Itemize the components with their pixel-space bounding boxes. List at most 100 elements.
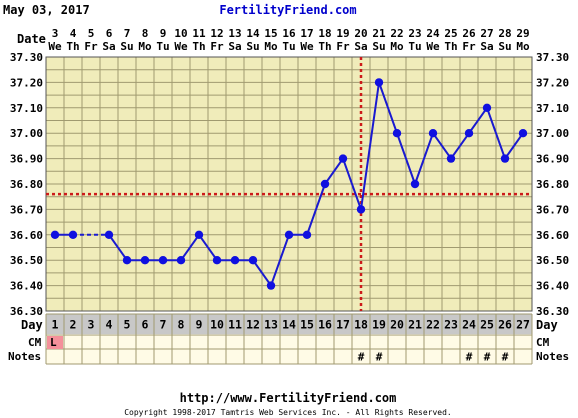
footer-url[interactable]: http://www.FertilityFriend.com [180,391,397,405]
weekday-label: Su [498,40,511,53]
date-tick-label: 14 [246,27,260,40]
date-tick-label: 22 [390,27,403,40]
temperature-line [396,132,416,185]
weekday-label: Fr [210,40,224,53]
cm-cell-highlight [47,336,63,349]
temperature-line [468,107,488,134]
weekday-label: Sa [228,40,241,53]
date-tick-label: 11 [192,27,206,40]
weekday-label: Th [66,40,79,53]
temperature-line [360,82,380,210]
weekday-label: Sa [354,40,367,53]
cm-value: L [50,336,57,349]
day-number: 2 [70,318,77,332]
temperature-line [198,234,218,261]
day-number: 10 [210,318,224,332]
reference-lines [46,57,532,311]
notes-row [46,349,532,364]
site-name: FertilityFriend.com [219,3,356,17]
day-number: 23 [444,318,458,332]
weekday-label: Fr [84,40,98,53]
day-number: 12 [246,318,260,332]
date-tick-label: 21 [372,27,386,40]
temperature-point [284,230,294,239]
day-number: 27 [516,318,530,332]
temperature-point [392,129,402,138]
temperature-point [230,256,240,265]
date-tick-label: 28 [498,27,511,40]
temperature-line [486,107,506,159]
day-number: 6 [142,318,149,332]
weekday-label: Fr [462,40,476,53]
temperature-point [428,129,438,138]
date-tick-label: 7 [124,27,131,40]
temperature-line [342,158,362,210]
date-tick-label: 3 [52,27,59,40]
note-marker: # [484,351,491,364]
y-tick-label-right: 36.70 [536,203,569,216]
weekday-label: Mo [390,40,404,53]
temperature-line [432,132,452,160]
temperature-line [270,234,290,286]
temperature-line [504,132,524,160]
temperature-point [338,154,348,163]
notes-row-label-right: Notes [536,350,569,363]
date-tick-label: 20 [354,27,367,40]
y-tick-label-left: 36.30 [10,305,43,318]
temperature-point [446,154,456,163]
weekday-label: Sa [480,40,493,53]
weekday-label: Th [318,40,331,53]
day-number: 7 [160,318,167,332]
day-row-label-right: Day [536,318,558,332]
day-row-label-left: Day [21,318,43,332]
chart-date: May 03, 2017 [3,3,90,17]
cm-row [46,335,532,349]
weekday-label: We [48,40,62,53]
date-tick-label: 15 [264,27,277,40]
date-tick-label: 8 [142,27,149,40]
y-tick-label-right: 37.10 [536,102,569,115]
day-number: 5 [124,318,131,332]
date-row-label: Date [17,32,46,46]
note-marker: # [376,351,383,364]
temperature-point [50,230,60,239]
day-number: 26 [498,318,512,332]
temperature-point [68,230,78,239]
weekday-label: We [174,40,188,53]
y-tick-label-left: 37.20 [10,76,43,89]
day-number: 8 [178,318,185,332]
temperature-line [414,132,434,185]
weekday-label: Th [192,40,205,53]
temperature-point [464,129,474,138]
y-tick-label-right: 36.30 [536,305,569,318]
temperature-point [356,205,366,214]
weekday-label: Mo [264,40,278,53]
weekday-label: Tu [408,40,421,53]
temperature-point [320,179,330,189]
weekday-label: Tu [282,40,295,53]
y-tick-label-right: 36.60 [536,229,569,242]
date-tick-label: 26 [462,27,476,40]
weekday-label: We [300,40,314,53]
y-tick-label-right: 37.20 [536,76,569,89]
day-number: 13 [264,318,278,332]
day-number: 15 [300,318,314,332]
note-marker: # [358,351,365,364]
weekday-label: Sa [102,40,115,53]
date-tick-label: 16 [282,27,296,40]
temperature-line [306,183,326,236]
weekday-label: Su [246,40,259,53]
date-tick-label: 5 [88,27,95,40]
date-tick-label: 4 [70,27,77,40]
y-tick-label-right: 37.00 [536,127,569,140]
y-tick-label-right: 36.50 [536,254,569,267]
temperature-point [266,281,276,290]
note-marker: # [502,351,509,364]
date-tick-label: 23 [408,27,421,40]
temperature-point [410,179,420,189]
temperature-point [158,256,168,265]
day-number: 18 [354,318,368,332]
cm-row-label-right: CM [536,336,550,349]
temperature-point [518,129,528,138]
y-tick-label-left: 36.60 [10,229,43,242]
